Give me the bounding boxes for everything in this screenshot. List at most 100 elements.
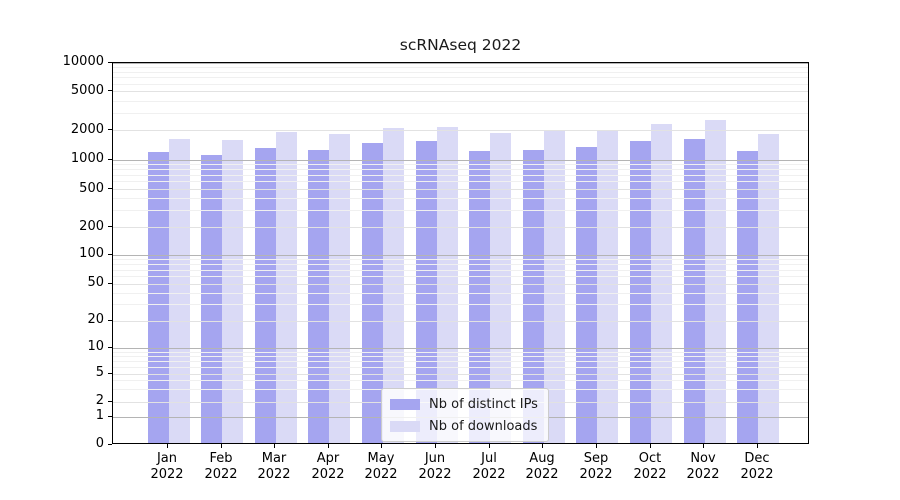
minor-gridline <box>113 101 808 102</box>
y-tick-mark <box>108 188 112 189</box>
bar-downloads <box>382 128 404 443</box>
minor-gridline <box>113 198 808 199</box>
bar-distinct-ips <box>522 149 544 443</box>
minor-gridline <box>113 67 808 68</box>
y-tick-label: 0 <box>95 436 104 451</box>
minor-gridline <box>113 84 808 85</box>
x-tick-label: Feb 2022 <box>204 451 238 482</box>
legend-label: Nb of distinct IPs <box>429 396 538 412</box>
gridline <box>113 348 808 349</box>
legend-swatch-downloads <box>390 420 420 432</box>
x-tick-label: Mar 2022 <box>257 451 291 482</box>
minor-gridline <box>113 175 808 176</box>
y-tick-label: 10000 <box>62 54 104 69</box>
y-tick-mark <box>108 283 112 284</box>
y-tick-label: 5 <box>95 365 104 380</box>
minor-gridline <box>113 72 808 73</box>
legend-swatch-distinct-ips <box>390 398 420 410</box>
minor-gridline <box>113 380 808 381</box>
x-tick-label: May 2022 <box>364 451 398 482</box>
bar-distinct-ips <box>737 150 759 443</box>
legend-item: Nb of distinct IPs <box>390 395 538 413</box>
bar-downloads <box>758 134 780 443</box>
x-tick-mark <box>381 444 382 448</box>
gridline <box>113 91 808 92</box>
y-tick-mark <box>108 129 112 130</box>
minor-gridline <box>113 293 808 294</box>
gridline <box>113 160 808 161</box>
x-tick-mark <box>542 444 543 448</box>
x-tick-label: Sep 2022 <box>579 451 613 482</box>
y-tick-mark <box>108 320 112 321</box>
minor-gridline <box>113 113 808 114</box>
y-tick-mark <box>108 90 112 91</box>
x-tick-label: Aug 2022 <box>525 451 559 482</box>
y-tick-label: 1000 <box>70 151 104 166</box>
x-tick-label: Nov 2022 <box>686 451 720 482</box>
plot-area: Nb of distinct IPs Nb of downloads <box>112 62 809 444</box>
y-tick-label: 5000 <box>70 83 104 98</box>
minor-gridline <box>113 169 808 170</box>
y-tick-label: 500 <box>79 181 104 196</box>
legend-label: Nb of downloads <box>429 418 538 434</box>
gridline <box>113 130 808 131</box>
minor-gridline <box>113 356 808 357</box>
y-tick-label: 2000 <box>70 122 104 137</box>
gridline <box>113 189 808 190</box>
x-tick-mark <box>435 444 436 448</box>
minor-gridline <box>113 361 808 362</box>
y-tick-mark <box>108 347 112 348</box>
x-tick-mark <box>274 444 275 448</box>
y-tick-mark <box>108 401 112 402</box>
minor-gridline <box>113 181 808 182</box>
bar-downloads <box>543 131 565 443</box>
bar-distinct-ips <box>469 150 491 443</box>
gridline <box>113 374 808 375</box>
minor-gridline <box>113 270 808 271</box>
gridline <box>113 321 808 322</box>
minor-gridline <box>113 352 808 353</box>
gridline <box>113 63 808 64</box>
minor-gridline <box>113 264 808 265</box>
gridline <box>113 227 808 228</box>
grid-layer <box>113 63 808 443</box>
minor-gridline <box>113 276 808 277</box>
minor-gridline <box>113 164 808 165</box>
y-tick-label: 200 <box>79 219 104 234</box>
bar-distinct-ips <box>308 149 330 443</box>
y-tick-mark <box>108 373 112 374</box>
x-tick-label: Apr 2022 <box>311 451 345 482</box>
x-tick-mark <box>167 444 168 448</box>
minor-gridline <box>113 259 808 260</box>
x-tick-label: Jul 2022 <box>472 451 506 482</box>
y-tick-mark <box>108 62 112 63</box>
y-tick-label: 50 <box>87 275 104 290</box>
legend: Nb of distinct IPs Nb of downloads <box>381 388 549 442</box>
y-tick-mark <box>108 226 112 227</box>
bar-downloads <box>597 130 619 443</box>
x-tick-mark <box>596 444 597 448</box>
y-tick-label: 10 <box>87 339 104 354</box>
bar-downloads <box>651 123 673 443</box>
x-tick-mark <box>489 444 490 448</box>
bar-distinct-ips <box>254 147 276 443</box>
minor-gridline <box>113 77 808 78</box>
x-tick-mark <box>221 444 222 448</box>
x-tick-label: Jan 2022 <box>150 451 184 482</box>
y-tick-label: 1 <box>95 408 104 423</box>
x-tick-label: Dec 2022 <box>740 451 774 482</box>
y-tick-label: 2 <box>95 393 104 408</box>
minor-gridline <box>113 304 808 305</box>
gridline <box>113 255 808 256</box>
y-tick-mark <box>108 444 112 445</box>
y-tick-label: 20 <box>87 312 104 327</box>
bar-distinct-ips <box>201 154 223 443</box>
x-tick-mark <box>757 444 758 448</box>
bar-downloads <box>704 120 726 443</box>
y-tick-mark <box>108 416 112 417</box>
y-tick-mark <box>108 159 112 160</box>
chart-title: scRNAseq 2022 <box>399 36 522 54</box>
x-tick-mark <box>650 444 651 448</box>
bar-distinct-ips <box>576 146 598 443</box>
